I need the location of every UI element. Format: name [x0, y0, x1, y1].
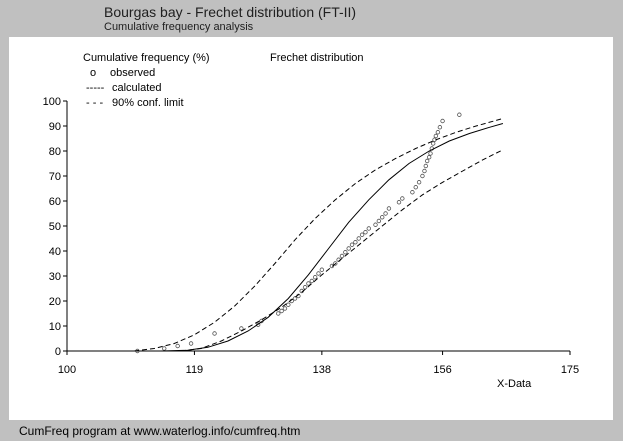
observed-point [423, 163, 429, 169]
observed-point [316, 271, 321, 276]
observed-point [329, 263, 335, 269]
y-tick-label: 30 [49, 271, 61, 283]
x-tick-label: 100 [58, 364, 76, 376]
observed-point [437, 125, 443, 130]
observed-point [353, 240, 358, 245]
observed-point [424, 158, 430, 164]
y-tick-label: 20 [49, 296, 61, 308]
confidence-limit-line-3 [180, 149, 504, 352]
y-tick-label: 50 [49, 221, 61, 233]
observed-point [212, 331, 217, 336]
observed-point [306, 281, 311, 286]
observed-point [312, 275, 318, 280]
observed-point [292, 296, 298, 301]
y-tick-label: 100 [43, 96, 61, 108]
legend-label-observed: observed [110, 67, 155, 79]
x-axis-label: X-Data [497, 378, 532, 390]
axes-layer [66, 101, 570, 352]
footer-text: CumFreq program at www.waterlog.info/cum… [19, 424, 301, 438]
observed-point [333, 261, 338, 266]
legend: o observed ----- calculated - - - 90% co… [86, 67, 184, 109]
x-tick-label: 175 [561, 364, 579, 376]
observed-point [428, 151, 433, 156]
observed-point [420, 173, 425, 179]
y-tick-label: 0 [55, 346, 61, 358]
observed-point [359, 232, 365, 237]
y-tick-label: 40 [49, 246, 61, 258]
observed-point [188, 341, 194, 346]
y-axis-label: Cumulative frequency (%) [83, 52, 210, 64]
series-layer [134, 112, 504, 354]
observed-point [383, 211, 388, 216]
observed-point [440, 118, 445, 124]
observed-point [373, 222, 378, 227]
observed-point [175, 343, 180, 349]
observed-point [366, 226, 371, 231]
observed-point [279, 308, 284, 314]
labels-layer: Cumulative frequency (%) Frechet distrib… [83, 52, 532, 390]
observed-point [346, 246, 351, 251]
observed-point [239, 326, 244, 331]
observed-point [380, 215, 385, 220]
calculated-line [160, 123, 504, 352]
chart-annotation: Frechet distribution [270, 52, 364, 64]
legend-symbol-calculated: ----- [86, 82, 105, 94]
observed-point [339, 253, 345, 259]
observed-point [302, 285, 308, 290]
observed-point [282, 306, 288, 311]
observed-point [457, 112, 462, 117]
observed-point [356, 236, 361, 241]
observed-point [309, 278, 314, 284]
observed-point [349, 242, 355, 247]
chart-subtitle: Cumulative frequency analysis [104, 21, 254, 33]
x-tick-label: 138 [313, 364, 331, 376]
observed-point [435, 130, 441, 135]
legend-label-conf: 90% conf. limit [112, 97, 184, 109]
ticks-layer: 0 10 20 30 40 50 60 70 80 90 100 100 119 138 156 175 [43, 96, 580, 376]
observed-point [416, 180, 422, 185]
observed-point [413, 185, 418, 190]
legend-symbol-observed: o [90, 67, 96, 79]
legend-label-calculated: calculated [112, 82, 162, 94]
y-tick-label: 60 [49, 196, 61, 208]
observed-point [396, 200, 402, 205]
observed-point [319, 267, 325, 272]
observed-point [430, 141, 436, 146]
y-tick-label: 70 [49, 171, 61, 183]
chart-title: Bourgas bay - Frechet distribution (FT-I… [104, 4, 357, 20]
observed-point [162, 346, 167, 351]
observed-point [400, 196, 405, 201]
observed-point [422, 168, 427, 174]
observed-point [276, 311, 281, 316]
y-tick-label: 90 [49, 121, 61, 133]
observed-point [386, 206, 392, 211]
observed-point [433, 133, 439, 139]
observed-point [376, 218, 382, 224]
observed-point [426, 155, 432, 160]
observed-point [363, 230, 368, 235]
observed-point [410, 190, 415, 195]
observed-point [255, 322, 261, 327]
y-tick-label: 80 [49, 146, 61, 158]
x-tick-label: 119 [186, 364, 204, 376]
legend-symbol-conf: - - - [86, 97, 103, 109]
plot-panel [9, 37, 613, 420]
observed-point [343, 250, 348, 255]
y-tick-label: 10 [49, 321, 61, 333]
confidence-limit-line-2 [134, 118, 504, 352]
observed-point [286, 302, 291, 307]
x-tick-label: 156 [433, 364, 451, 376]
